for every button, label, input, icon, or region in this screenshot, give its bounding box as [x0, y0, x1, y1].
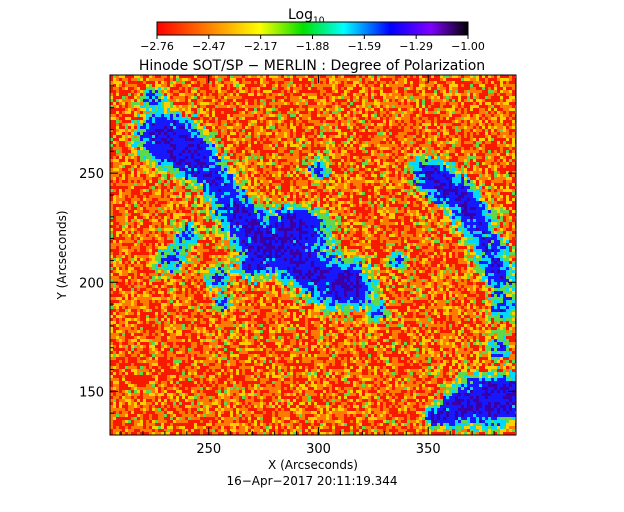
colorbar-tick-label: −1.29: [399, 40, 433, 53]
y-axis-label: Y (Arcseconds): [55, 210, 69, 300]
heatmap-field: [110, 75, 516, 435]
y-tick-label: 250: [79, 167, 104, 182]
chart-title: Hinode SOT/SP − MERLIN : Degree of Polar…: [139, 58, 485, 74]
y-tick-label: 200: [79, 276, 104, 291]
axis-ticks: 250 300 350 150 200 250: [79, 75, 516, 457]
colorbar-tick-label: −2.76: [140, 40, 174, 53]
y-tick-label: 150: [79, 385, 104, 400]
colorbar-ticks: −2.76 −2.47 −2.17 −1.88 −1.59 −1.29 −1.00: [140, 35, 485, 53]
colorbar-title-main: Log: [288, 7, 313, 23]
colorbar-tick-label: −2.47: [192, 40, 226, 53]
x-tick-label: 250: [196, 442, 221, 457]
colorbar-tick-label: −1.00: [451, 40, 485, 53]
colorbar-title: Log10: [288, 7, 325, 26]
x-tick-label: 300: [306, 442, 331, 457]
colorbar-title-sub: 10: [313, 16, 325, 26]
colorbar-tick-label: −1.88: [296, 40, 330, 53]
plot-area: 250 300 350 150 200 250: [79, 74, 517, 457]
x-tick-label: 350: [416, 442, 441, 457]
plot-frame: [109, 74, 517, 436]
x-axis-label: X (Arcseconds): [268, 458, 358, 472]
colorbar: [156, 21, 469, 36]
colorbar-tick-label: −1.59: [347, 40, 381, 53]
colorbar-tick-label: −2.17: [244, 40, 278, 53]
timestamp: 16−Apr−2017 20:11:19.344: [226, 474, 397, 488]
